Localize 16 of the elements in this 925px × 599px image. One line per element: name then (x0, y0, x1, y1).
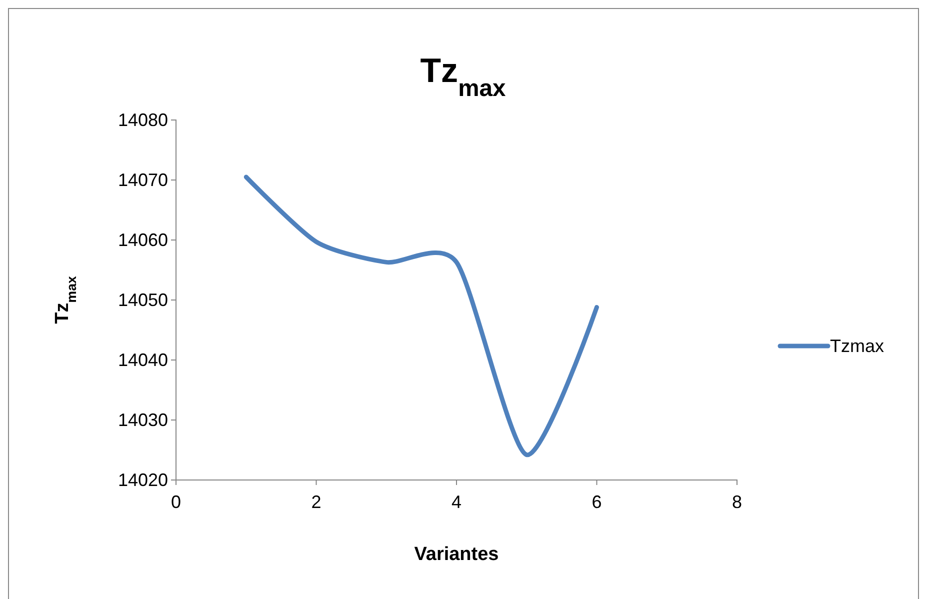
y-tick-label: 14060 (118, 230, 168, 250)
legend-label: Tzmax (830, 336, 884, 356)
y-tick-label: 14030 (118, 410, 168, 430)
y-tick-label: 14050 (118, 290, 168, 310)
y-tick-label: 14020 (118, 470, 168, 490)
x-axis-title: Variantes (414, 544, 499, 565)
x-tick-label: 4 (451, 492, 462, 512)
y-tick-label: 14040 (118, 350, 168, 370)
x-tick-label: 0 (170, 492, 182, 512)
x-tick-label: 8 (732, 492, 742, 512)
line-series (244, 174, 599, 458)
x-tick-label: 6 (592, 492, 602, 512)
x-tick-label: 2 (311, 492, 322, 512)
chart-title: Tz$_{max}$ (420, 52, 506, 102)
y-tick-label: 14080 (118, 110, 168, 130)
y-tick-label: 14070 (118, 170, 168, 190)
